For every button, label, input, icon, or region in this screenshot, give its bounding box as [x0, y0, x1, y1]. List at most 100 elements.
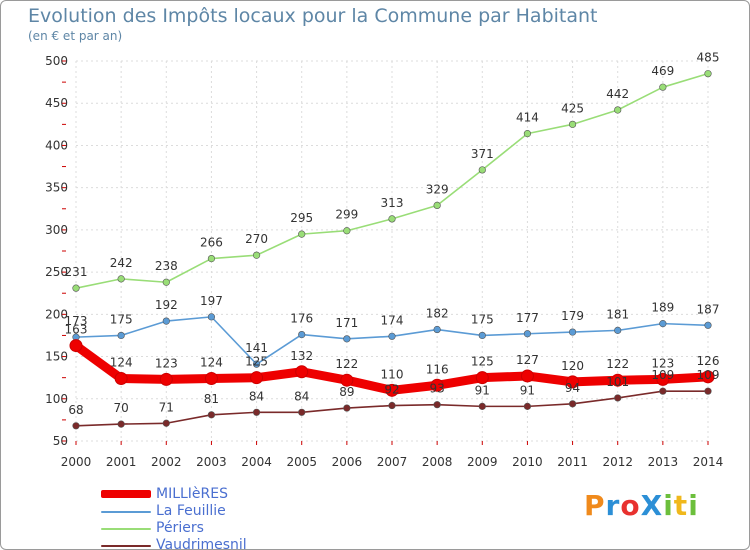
logo-letter: X [640, 489, 664, 522]
legend-swatch-vaudrimesnil [101, 545, 151, 547]
data-point-milli-res [430, 378, 444, 392]
data-point-vaudrimesnil [298, 408, 306, 416]
y-tick-label: 500 [45, 54, 68, 68]
data-label-p-riers: 231 [65, 265, 88, 279]
data-label-p-riers: 266 [200, 236, 223, 250]
data-label-p-riers: 299 [335, 208, 358, 222]
chart-title: Evolution des Impôts locaux pour la Comm… [28, 5, 598, 27]
data-label-la-feuillie: 192 [155, 298, 178, 312]
data-point-la-feuillie [704, 321, 712, 329]
data-label-p-riers: 414 [516, 111, 539, 125]
data-label-vaudrimesnil: 109 [697, 368, 720, 382]
x-tick-label: 2005 [286, 455, 317, 469]
data-point-la-feuillie [433, 325, 441, 334]
legend-item-periers: Périers [101, 520, 361, 537]
data-label-milli-res: 124 [200, 356, 223, 370]
logo-letter: r [605, 489, 621, 522]
data-point-la-feuillie [388, 332, 396, 340]
x-tick-label: 2001 [106, 455, 137, 469]
data-label-p-riers: 442 [606, 87, 629, 101]
data-point-p-riers [523, 130, 532, 138]
y-tick-label: 350 [45, 181, 68, 195]
data-label-vaudrimesnil: 70 [114, 401, 129, 415]
y-tick-label: 50 [53, 434, 68, 448]
data-point-vaudrimesnil [388, 401, 396, 410]
data-label-vaudrimesnil: 94 [565, 381, 580, 395]
y-tick-label: 250 [45, 265, 68, 279]
data-label-milli-res: 120 [561, 359, 584, 373]
x-tick-label: 2010 [512, 455, 543, 469]
data-point-vaudrimesnil [704, 387, 712, 395]
data-point-vaudrimesnil [207, 411, 216, 419]
data-point-vaudrimesnil [117, 420, 125, 428]
data-point-p-riers [252, 251, 261, 259]
data-point-p-riers [162, 278, 170, 286]
x-tick-label: 2014 [693, 455, 724, 469]
data-label-la-feuillie: 174 [381, 313, 404, 327]
data-label-vaudrimesnil: 71 [159, 400, 174, 414]
data-label-vaudrimesnil: 81 [204, 392, 219, 406]
data-label-milli-res: 116 [426, 362, 449, 376]
x-tick-label: 2006 [332, 455, 363, 469]
data-label-milli-res: 125 [245, 355, 268, 369]
data-point-vaudrimesnil [478, 402, 486, 410]
x-tick-label: 2013 [648, 455, 679, 469]
data-point-milli-res [250, 371, 264, 385]
data-label-vaudrimesnil: 109 [651, 368, 674, 382]
data-label-la-feuillie: 173 [65, 314, 88, 328]
data-label-vaudrimesnil: 92 [384, 383, 399, 397]
data-label-p-riers: 371 [471, 147, 494, 161]
data-point-milli-res [520, 369, 534, 383]
data-label-milli-res: 132 [290, 349, 313, 363]
y-tick-label: 200 [45, 307, 68, 321]
data-point-p-riers [72, 284, 80, 292]
legend-item-vaudrimesnil: Vaudrimesnil [101, 537, 361, 549]
data-point-vaudrimesnil [433, 401, 441, 409]
data-point-milli-res [566, 375, 580, 389]
x-tick-label: 2004 [241, 455, 272, 469]
x-tick-label: 2002 [151, 455, 182, 469]
data-label-milli-res: 124 [110, 356, 133, 370]
data-point-p-riers [704, 70, 712, 78]
legend-item-millieres: MILLIèRES [101, 486, 361, 503]
data-point-la-feuillie [252, 360, 261, 368]
data-label-vaudrimesnil: 89 [339, 385, 354, 399]
x-tick-label: 2009 [467, 455, 498, 469]
data-point-p-riers [117, 275, 125, 283]
data-label-la-feuillie: 181 [606, 307, 629, 321]
data-point-milli-res [340, 373, 354, 387]
data-point-la-feuillie [298, 331, 306, 339]
data-point-p-riers [568, 120, 577, 128]
data-point-milli-res [475, 371, 489, 385]
data-label-vaudrimesnil: 84 [249, 389, 264, 403]
data-point-vaudrimesnil [568, 400, 577, 408]
data-label-milli-res: 122 [606, 357, 629, 371]
data-label-p-riers: 242 [110, 256, 133, 270]
data-label-milli-res: 123 [155, 356, 178, 370]
data-point-milli-res [159, 372, 173, 386]
data-label-milli-res: 110 [381, 367, 404, 381]
x-tick-label: 2000 [61, 455, 92, 469]
data-point-vaudrimesnil [614, 394, 622, 402]
data-point-la-feuillie [523, 330, 532, 338]
legend-item-la-feuillie: La Feuillie [101, 503, 361, 520]
data-label-la-feuillie: 179 [561, 309, 584, 323]
x-tick-label: 2011 [557, 455, 588, 469]
y-tick-label: 150 [45, 350, 68, 364]
data-label-milli-res: 122 [335, 357, 358, 371]
data-label-la-feuillie: 189 [651, 301, 674, 315]
data-point-p-riers [478, 166, 486, 174]
logo-letter: o [620, 489, 641, 522]
data-label-p-riers: 425 [561, 101, 584, 115]
data-label-p-riers: 485 [697, 51, 720, 65]
data-point-la-feuillie [207, 313, 216, 321]
logo-letter: i [663, 489, 674, 522]
legend-label-millieres: MILLIèRES [156, 486, 229, 502]
data-label-p-riers: 329 [426, 182, 449, 196]
data-point-p-riers [614, 106, 622, 114]
y-tick-label: 300 [45, 223, 68, 237]
data-point-milli-res [385, 383, 399, 397]
legend-swatch-la-feuillie [101, 511, 151, 513]
